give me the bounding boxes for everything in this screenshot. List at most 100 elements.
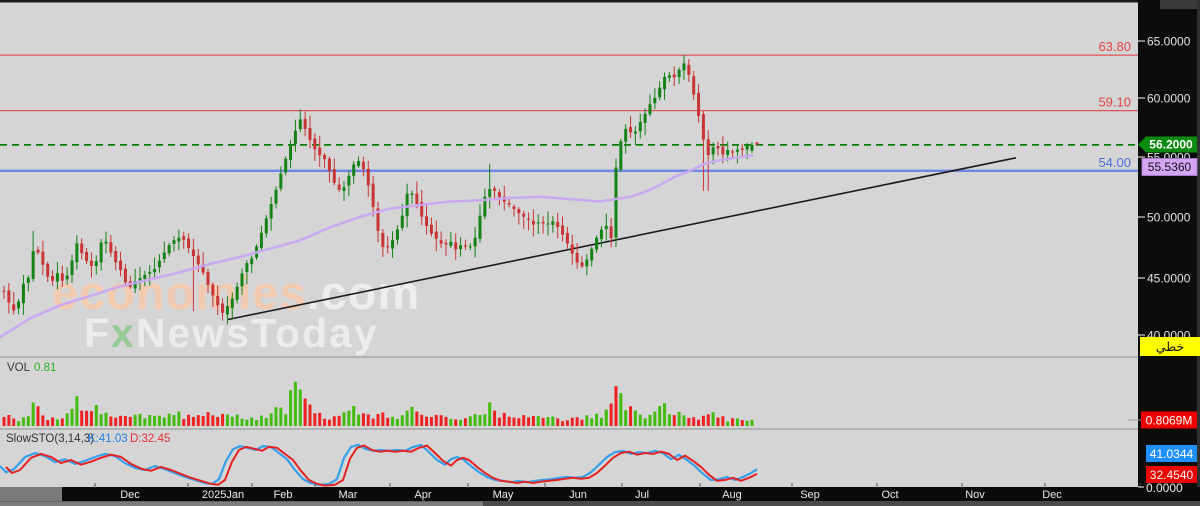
volume-bar [658, 406, 662, 426]
volume-bar [488, 402, 492, 426]
volume-bar [187, 414, 191, 426]
candle-body [643, 113, 647, 123]
scale-type-badge[interactable]: خطي [1140, 337, 1200, 356]
volume-bar [575, 417, 579, 426]
candle-body [308, 127, 312, 141]
volume-bar [716, 417, 720, 426]
trendline-segment[interactable] [227, 157, 1017, 321]
volume-bar [60, 418, 64, 426]
candle-body [303, 118, 307, 129]
volume-bar [624, 410, 628, 426]
sto-d-line [5, 444, 758, 487]
candle-body [211, 284, 215, 296]
candle-body [12, 304, 16, 311]
trendline[interactable] [227, 157, 1017, 321]
right-scrollbar-track[interactable] [1197, 0, 1200, 506]
volume-bar [211, 415, 215, 426]
candle-body [507, 203, 511, 205]
candle-body [493, 188, 497, 191]
volume-bar [459, 419, 463, 426]
volume-bar [376, 414, 380, 426]
candle-body [425, 216, 429, 226]
candle-body [191, 249, 195, 257]
volume-bar [531, 415, 535, 426]
volume-bar [429, 417, 433, 426]
volume-bar [279, 407, 283, 426]
volume-value-badge[interactable]: 0.8069M [1128, 411, 1197, 429]
candle-body [556, 221, 560, 228]
h-scrollbar-track[interactable] [0, 501, 1200, 506]
candle-body [133, 281, 137, 289]
candle-body [201, 264, 205, 273]
volume-bar [478, 415, 482, 426]
price-level-lines[interactable]: 63.80 59.10 54.00 [0, 39, 1138, 173]
candle-body [313, 138, 317, 150]
volume-bar [201, 415, 205, 426]
h-scrollbar-thumb[interactable] [0, 501, 483, 506]
volume-bar [740, 420, 744, 426]
candle-body [711, 147, 715, 155]
volume-value-badge-text: 0.8069M [1146, 414, 1193, 428]
candle-body [162, 252, 166, 260]
candle-body [546, 223, 550, 225]
volume-bar [85, 410, 89, 426]
candle-body [570, 244, 574, 254]
volume-bar [561, 421, 565, 426]
candle-body [439, 240, 443, 244]
candle-body [629, 127, 633, 133]
candle-body [274, 189, 278, 204]
volume-bar [677, 411, 681, 426]
volume-bar [551, 416, 555, 426]
ma-value-badge[interactable]: 55.5360 [1141, 158, 1198, 176]
volume-bar [585, 415, 589, 426]
volume-bar [259, 415, 263, 426]
candle-body [187, 238, 191, 248]
volume-bar [483, 414, 487, 426]
volume-bar [590, 418, 594, 426]
current-price-badge[interactable]: 56.2000 [1138, 136, 1197, 153]
price-axis-tick-label: 50.0000 [1147, 211, 1191, 225]
volume-bar [721, 416, 725, 426]
candle-body [332, 169, 336, 183]
volume-bar [706, 414, 710, 426]
price-axis-panel[interactable] [1138, 0, 1200, 506]
volume-bar [599, 417, 603, 426]
volume-bar [619, 393, 623, 426]
candle-body [327, 158, 331, 171]
month-label: Oct [881, 489, 898, 501]
candle-body [206, 272, 210, 285]
candle-body [17, 301, 21, 309]
sto-panel-label: SlowSTO(3,14,3) [6, 433, 94, 445]
sto-k-label: K:41.03 [88, 433, 128, 445]
volume-bar [114, 417, 118, 426]
candle-body [391, 240, 395, 249]
candle-body [658, 87, 662, 98]
sto-d-badge[interactable]: 32.4540 [1146, 466, 1197, 483]
candle-body [575, 252, 579, 263]
month-label: Apr [414, 489, 431, 501]
volume-bar [89, 411, 93, 426]
watermark: economies.comFxNewsToday [52, 266, 419, 356]
volume-bar [65, 413, 69, 426]
volume-bar [614, 386, 618, 426]
candle-body [41, 251, 45, 265]
time-axis-bar[interactable] [62, 487, 1200, 501]
volume-bar [357, 414, 361, 426]
volume-panel-label: VOL [7, 362, 31, 374]
volume-bar [434, 414, 438, 426]
candle-body [279, 173, 283, 189]
candle-body [697, 92, 701, 117]
sto-k-badge[interactable]: 41.0344 [1146, 445, 1197, 462]
volume-bar [711, 412, 715, 426]
candle-body [745, 144, 749, 150]
candle-body [755, 142, 759, 145]
volume-bar [153, 415, 157, 426]
volume-bar [109, 416, 113, 426]
volume-bar [663, 403, 667, 426]
volume-bar [745, 420, 749, 426]
sto-d-badge-text: 32.4540 [1150, 468, 1194, 482]
level-label-59.1: 59.10 [1098, 95, 1131, 110]
price-axis-labels[interactable]: 65.000060.000055.000050.000045.000040.00… [1138, 35, 1191, 343]
candle-body [75, 243, 79, 263]
